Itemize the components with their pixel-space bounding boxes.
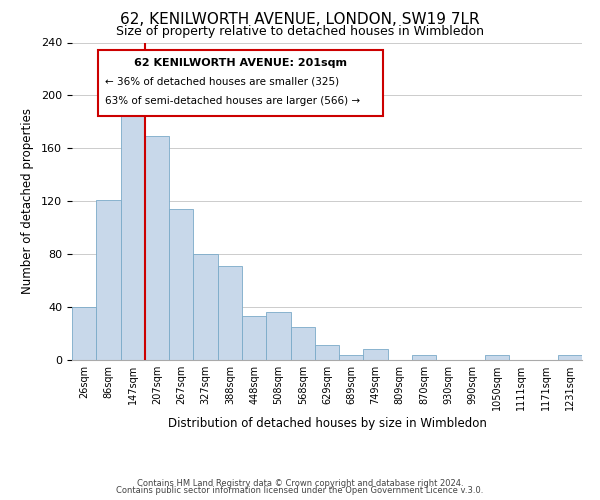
- Bar: [315, 346, 339, 360]
- Bar: [558, 354, 582, 360]
- Text: 63% of semi-detached houses are larger (566) →: 63% of semi-detached houses are larger (…: [105, 96, 360, 106]
- Text: Contains HM Land Registry data © Crown copyright and database right 2024.: Contains HM Land Registry data © Crown c…: [137, 478, 463, 488]
- Bar: [290, 327, 315, 360]
- Text: Size of property relative to detached houses in Wimbledon: Size of property relative to detached ho…: [116, 25, 484, 38]
- Text: 62, KENILWORTH AVENUE, LONDON, SW19 7LR: 62, KENILWORTH AVENUE, LONDON, SW19 7LR: [120, 12, 480, 28]
- X-axis label: Distribution of detached houses by size in Wimbledon: Distribution of detached houses by size …: [167, 417, 487, 430]
- Bar: [121, 116, 145, 360]
- Bar: [364, 350, 388, 360]
- Text: 62 KENILWORTH AVENUE: 201sqm: 62 KENILWORTH AVENUE: 201sqm: [134, 58, 347, 68]
- FancyBboxPatch shape: [97, 50, 383, 116]
- Bar: [218, 266, 242, 360]
- Y-axis label: Number of detached properties: Number of detached properties: [21, 108, 34, 294]
- Bar: [485, 354, 509, 360]
- Bar: [339, 354, 364, 360]
- Bar: [193, 254, 218, 360]
- Text: ← 36% of detached houses are smaller (325): ← 36% of detached houses are smaller (32…: [105, 76, 339, 86]
- Text: Contains public sector information licensed under the Open Government Licence v.: Contains public sector information licen…: [116, 486, 484, 495]
- Bar: [72, 307, 96, 360]
- Bar: [96, 200, 121, 360]
- Bar: [412, 354, 436, 360]
- Bar: [169, 209, 193, 360]
- Bar: [145, 136, 169, 360]
- Bar: [242, 316, 266, 360]
- Bar: [266, 312, 290, 360]
